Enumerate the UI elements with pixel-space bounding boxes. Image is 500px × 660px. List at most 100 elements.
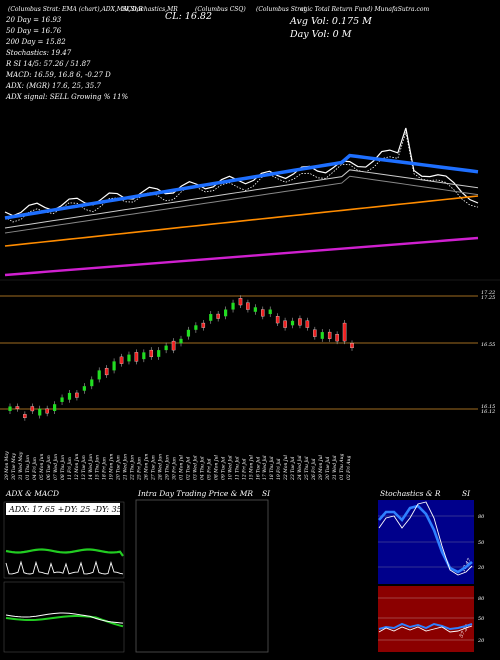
candle-body xyxy=(171,340,176,351)
candle-body xyxy=(60,397,64,402)
date-label: 25 Thu Jul xyxy=(304,456,310,481)
date-label: 06 Tue Jun xyxy=(46,455,52,480)
rsi-lines xyxy=(378,622,473,633)
ema-long-line xyxy=(4,236,479,277)
date-label: 31 Wed May xyxy=(18,451,24,480)
ema100-line-b xyxy=(4,175,479,234)
candle-body xyxy=(127,354,131,362)
date-label: 29 Thu Jun xyxy=(165,455,171,481)
candle-body xyxy=(320,332,324,339)
date-label: 04 Thu Jul xyxy=(199,456,205,480)
date-label: 01 Mon Jul xyxy=(178,454,184,480)
price-label-5: 16.12 xyxy=(481,409,495,415)
stoch-label-20: 20 xyxy=(477,565,485,571)
candle-body xyxy=(112,361,116,371)
candle-body xyxy=(350,343,354,349)
stoch-k-line xyxy=(378,504,473,574)
date-label: 13 Tue Jun xyxy=(81,455,87,480)
legend-adx: ADX: (MGR) 17.6, 25, 35.7 xyxy=(5,82,101,90)
date-label: 31 Wed Jul xyxy=(332,455,338,480)
candle-body xyxy=(82,386,86,391)
date-label: 25 Fri Jun xyxy=(137,457,143,481)
legend-rsi: R SI 14/5: 57.26 / 51.87 xyxy=(5,60,91,68)
candle-body xyxy=(157,350,161,357)
stoch-panel-si: SI xyxy=(462,489,471,498)
ema50-line xyxy=(4,153,479,220)
candle-body xyxy=(201,322,206,328)
date-label: 12 Fri Jul xyxy=(241,458,247,480)
date-label: 22 Mon Jul xyxy=(283,454,289,481)
candle-body xyxy=(104,367,109,376)
candle-body xyxy=(290,320,295,326)
date-label: 23 Tue Jul xyxy=(290,456,296,481)
candle-body xyxy=(67,392,72,400)
candle-body xyxy=(216,313,220,319)
rsi-signal-line xyxy=(378,625,473,633)
candle-body xyxy=(53,404,57,411)
stoch-d-line xyxy=(378,501,473,576)
date-label: 24 Wed Jul xyxy=(297,455,303,481)
adx-lines xyxy=(5,548,124,575)
date-label: 08 Thu Jun xyxy=(60,455,66,480)
candle-body xyxy=(298,318,302,326)
candle-body xyxy=(327,331,332,339)
candle-body xyxy=(8,406,12,411)
candle-body xyxy=(97,370,101,380)
candle-body xyxy=(253,307,257,312)
date-label: 01 Thu Aug xyxy=(339,453,345,480)
date-label: 09 Tue Jul xyxy=(220,456,226,480)
macd-line xyxy=(5,612,124,624)
rsi-label-50: 50 xyxy=(478,616,485,622)
candle-body xyxy=(134,352,139,362)
date-label: 29 Mon May xyxy=(4,451,10,481)
header-ticker: (Columbus CSQ) xyxy=(195,6,246,13)
adx-minus-line xyxy=(5,560,124,575)
adx-panel-title: ADX & MACD xyxy=(5,489,59,498)
date-label: 19 Mon Jun xyxy=(109,453,115,480)
stoch-label-80: 80 xyxy=(478,514,485,520)
macd-lines xyxy=(5,612,124,628)
date-label: 26 Mon Jun xyxy=(144,453,150,481)
candle-body xyxy=(268,309,272,315)
legend-ema200: 200 Day = 15.82 xyxy=(5,38,66,46)
legend-ema50: 50 Day = 16.76 xyxy=(6,27,62,35)
header-right-b: egic Total Return Fund) MunafaSutra.com xyxy=(300,6,429,13)
date-label: 05 Fri Jul xyxy=(206,458,212,480)
candles xyxy=(8,295,354,421)
rsi-label-80: 80 xyxy=(478,596,485,602)
date-label: 08 Mon Jul xyxy=(213,454,219,480)
intraday-panel-si: SI xyxy=(262,489,271,498)
date-label: 11 Thu Jul xyxy=(234,456,240,480)
date-label: 11 Fri Jun xyxy=(67,457,73,480)
date-label: 05 Mon Jun xyxy=(39,453,45,480)
candle-body xyxy=(209,314,213,321)
date-label: 22 Thu Jun xyxy=(130,455,136,481)
candle-body xyxy=(313,329,317,337)
candle-body xyxy=(231,302,235,310)
date-label: 16 Tue Jul xyxy=(255,456,261,480)
date-axis: 29 Mon May 30 Tue May 31 Wed May 01 Thu Jun… xyxy=(4,451,352,481)
candle-body xyxy=(194,325,198,330)
candle-body xyxy=(15,406,20,409)
date-label: 12 Mon Jun xyxy=(74,453,80,480)
date-label: 01 Thu Jun xyxy=(25,455,31,480)
candle-body xyxy=(23,414,27,418)
date-label: 19 Fri Jul xyxy=(276,458,282,480)
date-label: 30 Fri Jun xyxy=(172,457,178,480)
date-label: 04 Fri Jun xyxy=(32,457,38,480)
day-vol: Day Vol: 0 M xyxy=(289,29,352,40)
candle-body xyxy=(38,408,42,416)
date-label: 29 Mon Jul xyxy=(318,454,324,481)
candle-body xyxy=(305,320,310,328)
avg-vol: Avg Vol: 0.175 M xyxy=(289,16,372,27)
ema20-line xyxy=(4,132,479,223)
stoch-lines xyxy=(378,501,473,576)
candle-body xyxy=(246,302,250,310)
date-label: 30 Tue Jul xyxy=(325,456,331,480)
candle-body xyxy=(283,320,287,328)
rsi-label-20: 20 xyxy=(477,638,485,644)
header-left: (Columbus Strat: EMA (chart),ADX,MACD,B xyxy=(8,6,143,13)
candle-body xyxy=(342,322,347,342)
date-label: 17 Wed Jul xyxy=(262,455,268,480)
